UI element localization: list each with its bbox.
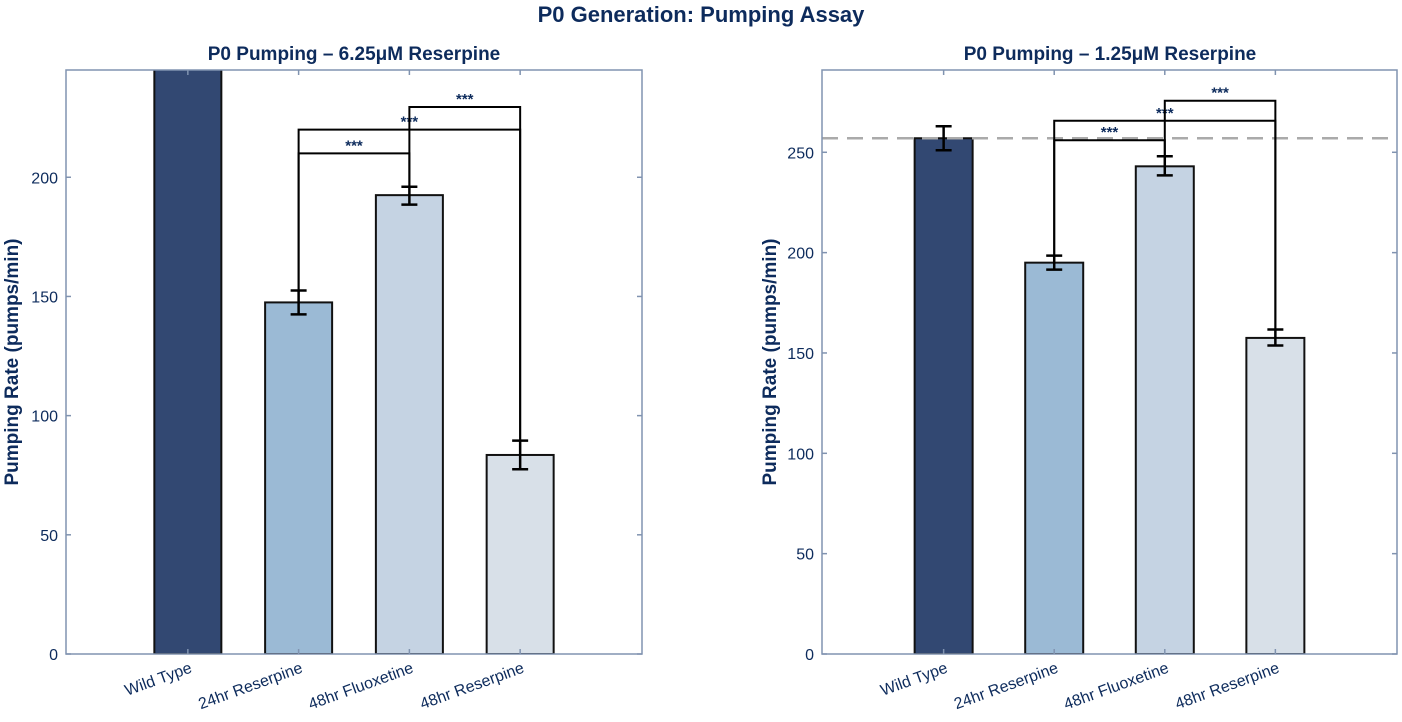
x-tick-label: 24hr Reserpine	[196, 660, 305, 713]
panel-title: P0 Pumping – 6.25μM Reserpine	[208, 44, 501, 65]
bar-48hr-reserpine	[1245, 336, 1306, 654]
y-axis-label: Pumping Rate (pumps/min)	[2, 239, 23, 486]
panel-1-25um: P0 Pumping – 1.25μM Reserpine Pumping Ra…	[760, 44, 1398, 714]
y-tick-label: 100	[787, 446, 814, 463]
y-tick-label: 200	[787, 246, 814, 263]
bar-24hr-reserpine	[1024, 261, 1085, 654]
y-tick-label: 150	[787, 346, 814, 363]
significance-label: ***	[1101, 124, 1119, 141]
y-tick-label: 0	[49, 647, 58, 664]
figure-title: P0 Generation: Pumping Assay	[538, 2, 866, 27]
bar-wild-type	[153, 70, 223, 654]
x-tick-label: Wild Type	[123, 660, 195, 700]
y-tick-label: 150	[31, 289, 58, 306]
bar-48hr-fluoxetine	[374, 194, 444, 654]
x-tick-label: 48hr Reserpine	[1173, 660, 1282, 713]
y-tick-label: 100	[31, 409, 58, 426]
significance-label: ***	[1211, 85, 1229, 102]
x-tick-label: Wild Type	[878, 660, 950, 700]
x-tick-label: 48hr Fluoxetine	[306, 660, 416, 714]
x-tick-label: 48hr Reserpine	[418, 660, 527, 713]
panel-title: P0 Pumping – 1.25μM Reserpine	[964, 44, 1257, 65]
y-tick-label: 250	[787, 145, 814, 162]
y-tick-label: 50	[40, 528, 58, 545]
y-tick-label: 200	[31, 170, 58, 187]
y-axis-label: Pumping Rate (pumps/min)	[760, 239, 781, 486]
panel-6-25um: P0 Pumping – 6.25μM Reserpine Pumping Ra…	[2, 44, 643, 714]
plot-frame	[65, 69, 643, 655]
x-tick-label: 24hr Reserpine	[952, 660, 1061, 713]
bar-24hr-reserpine	[264, 301, 334, 654]
significance-label: ***	[456, 91, 474, 108]
y-tick-label: 50	[796, 547, 814, 564]
y-tick-label: 0	[805, 647, 814, 664]
bar-wild-type	[913, 137, 974, 654]
significance-bracket	[1163, 99, 1277, 329]
plot-frame	[821, 69, 1398, 655]
significance-label: ***	[345, 137, 363, 154]
significance-bracket	[408, 105, 522, 440]
bar-48hr-reserpine	[485, 453, 555, 654]
x-tick-label: 48hr Fluoxetine	[1062, 660, 1172, 714]
bar-48hr-fluoxetine	[1134, 165, 1195, 654]
